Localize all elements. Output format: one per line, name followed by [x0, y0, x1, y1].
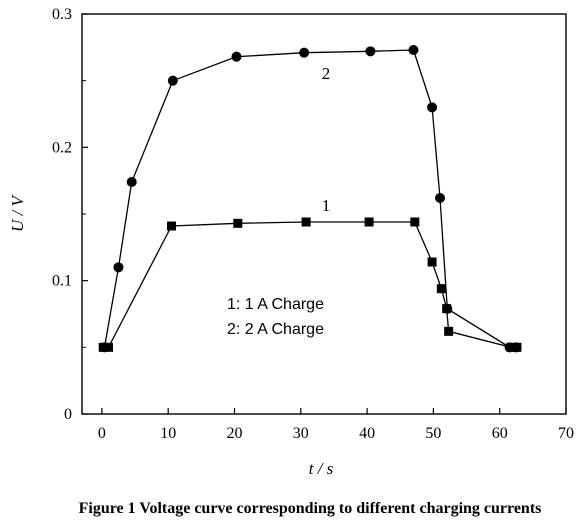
series-2-point	[427, 102, 438, 113]
legend-line-2: 2: 2 A Charge	[227, 321, 324, 338]
y-axis-ticks: 0 0.1 0.2 0.3	[52, 6, 88, 423]
y-axis-title-text: U / V	[8, 193, 27, 232]
series-2-point	[113, 262, 124, 273]
x-tick-label: 50	[425, 425, 441, 442]
series-2-label: 2	[322, 64, 331, 83]
y-tick-label: 0.1	[52, 273, 72, 290]
figure-caption: Figure 1 Voltage curve corresponding to …	[79, 500, 542, 517]
series-2-point	[126, 177, 137, 187]
x-tick-label: 70	[558, 425, 574, 442]
y-tick-label: 0.2	[52, 139, 72, 156]
x-tick-label: 40	[359, 425, 375, 442]
series-2-point	[167, 75, 178, 86]
x-tick-label: 10	[160, 425, 176, 442]
x-tick-label: 30	[293, 425, 309, 442]
legend-line-1: 1: 1 A Charge	[227, 296, 324, 313]
y-axis-title: U / V	[8, 193, 27, 232]
series-layer	[98, 45, 522, 353]
series-2-point	[365, 46, 376, 57]
y-tick-label: 0	[64, 406, 72, 423]
y-tick-label: 0.3	[52, 6, 72, 23]
series-2-point	[511, 342, 522, 353]
series-2-point	[408, 45, 419, 55]
series-1-point	[301, 217, 311, 227]
series-1-point	[410, 217, 420, 227]
x-tick-label: 0	[98, 425, 106, 442]
series-1-point	[436, 284, 446, 294]
series-2-point	[99, 342, 110, 353]
x-tick-label: 20	[226, 425, 242, 442]
series-2-point	[231, 51, 242, 62]
x-axis-title-text: t / s	[309, 459, 334, 478]
x-axis-ticks: 0 10 20 30 40 50 60 70	[98, 408, 574, 442]
x-tick-label: 60	[492, 425, 508, 442]
x-axis-title: t / s	[309, 459, 334, 478]
series-1-point	[167, 221, 177, 231]
series-1-point	[233, 218, 243, 228]
series-1-label: 1	[322, 196, 331, 215]
series-2-point	[442, 303, 453, 314]
series-2-point	[435, 193, 446, 203]
series-1-point	[364, 217, 374, 227]
series-1-point	[427, 257, 437, 267]
series-1-point	[444, 326, 454, 336]
series-2-point	[299, 47, 310, 58]
